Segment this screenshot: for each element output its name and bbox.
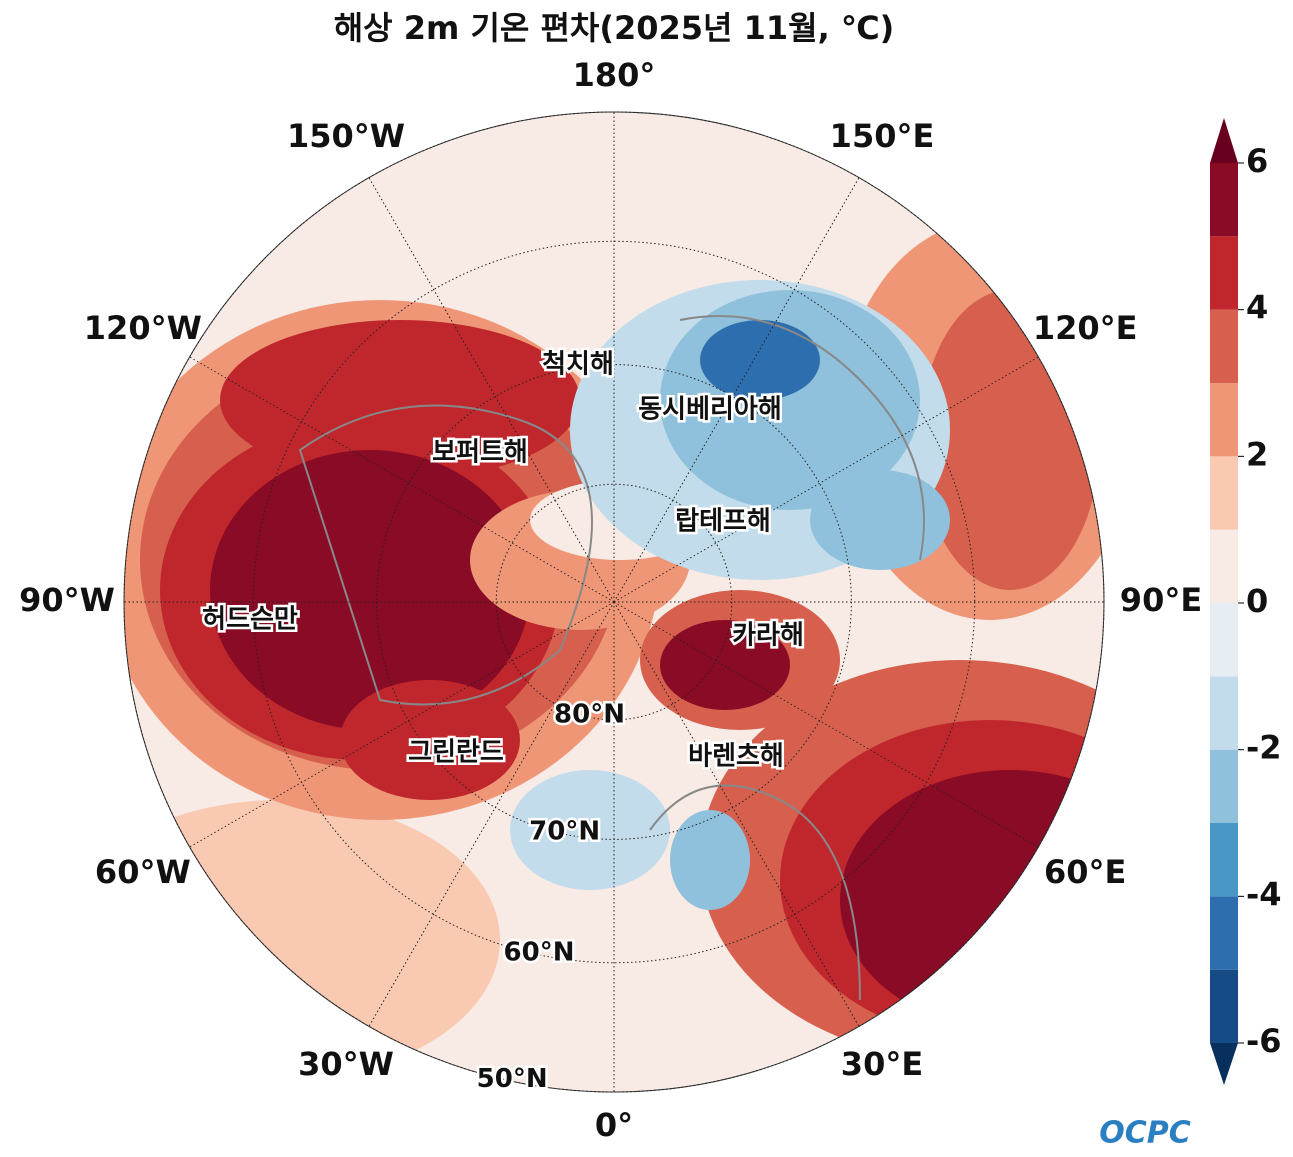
colorbar-extend xyxy=(1210,118,1238,163)
lon-label: 120°E xyxy=(1033,309,1138,347)
colorbar-extend xyxy=(1210,1043,1238,1085)
region-label: 허드슨만 xyxy=(202,605,298,635)
lat-label: 70°N xyxy=(529,817,600,847)
lon-label: 30°W xyxy=(298,1045,394,1083)
colorbar-band xyxy=(1210,236,1238,310)
parallel xyxy=(252,240,976,964)
region-label: 카라해 xyxy=(732,621,804,651)
colorbar-band xyxy=(1210,163,1238,237)
parallel xyxy=(376,364,852,840)
colorbar-tick-label: 4 xyxy=(1246,289,1268,327)
lat-label: 50°N xyxy=(477,1064,548,1094)
region-label: 그린란드 xyxy=(408,738,504,768)
parallel xyxy=(495,483,733,721)
lat-label: 60°N xyxy=(504,937,575,967)
colorbar-band xyxy=(1210,749,1238,823)
meridian xyxy=(613,601,1039,848)
colorbar-tick-label: 0 xyxy=(1246,582,1268,620)
lon-label: 120°W xyxy=(84,309,202,347)
lon-label: 60°W xyxy=(95,853,191,891)
lon-label: 150°W xyxy=(287,117,405,155)
logo: OCPC xyxy=(1099,1116,1191,1151)
colorbar-band xyxy=(1210,309,1238,383)
region-label: 보퍼트해 xyxy=(432,438,528,468)
colorbar-band xyxy=(1210,823,1238,897)
lon-label: 90°W xyxy=(19,581,115,619)
colorbar-tick-label: 6 xyxy=(1246,142,1268,180)
colorbar-band xyxy=(1210,676,1238,750)
meridian xyxy=(368,177,615,603)
lon-label: 60°E xyxy=(1044,853,1126,891)
colorbar-tick-label: -2 xyxy=(1246,729,1282,767)
meridian xyxy=(189,601,615,848)
colorbar-tick-label: 2 xyxy=(1246,435,1268,473)
colorbar: -6 -4 -2 0 2 4 6 xyxy=(1210,118,1282,1085)
lon-label: 0° xyxy=(595,1106,633,1144)
colorbar-band xyxy=(1210,456,1238,530)
title: 해상 2m 기온 편차(2025년 11월, ℃) xyxy=(334,9,895,47)
region-label: 동시베리아해 xyxy=(638,395,782,425)
lon-label: 180° xyxy=(573,56,656,94)
meridian xyxy=(613,177,860,603)
lon-label: 30°E xyxy=(841,1045,923,1083)
colorbar-band xyxy=(1210,529,1238,603)
colorbar-band xyxy=(1210,896,1238,970)
parallel xyxy=(123,111,1105,1093)
lon-label: 150°E xyxy=(830,117,935,155)
region-label: 랍테프해 xyxy=(675,507,771,537)
colorbar-band xyxy=(1210,603,1238,677)
meridian xyxy=(189,356,615,603)
colorbar-tick-label: -4 xyxy=(1246,875,1282,913)
meridian xyxy=(613,601,860,1027)
lat-label: 80°N xyxy=(554,700,625,730)
colorbar-band xyxy=(1210,969,1238,1043)
lon-label: 90°E xyxy=(1120,581,1202,619)
region-label: 척치해 xyxy=(542,350,614,380)
meridian xyxy=(368,601,615,1027)
colorbar-band xyxy=(1210,383,1238,457)
colorbar-tick-label: -6 xyxy=(1246,1022,1282,1060)
region-label: 바렌츠해 xyxy=(688,742,784,772)
meridian xyxy=(613,356,1039,603)
